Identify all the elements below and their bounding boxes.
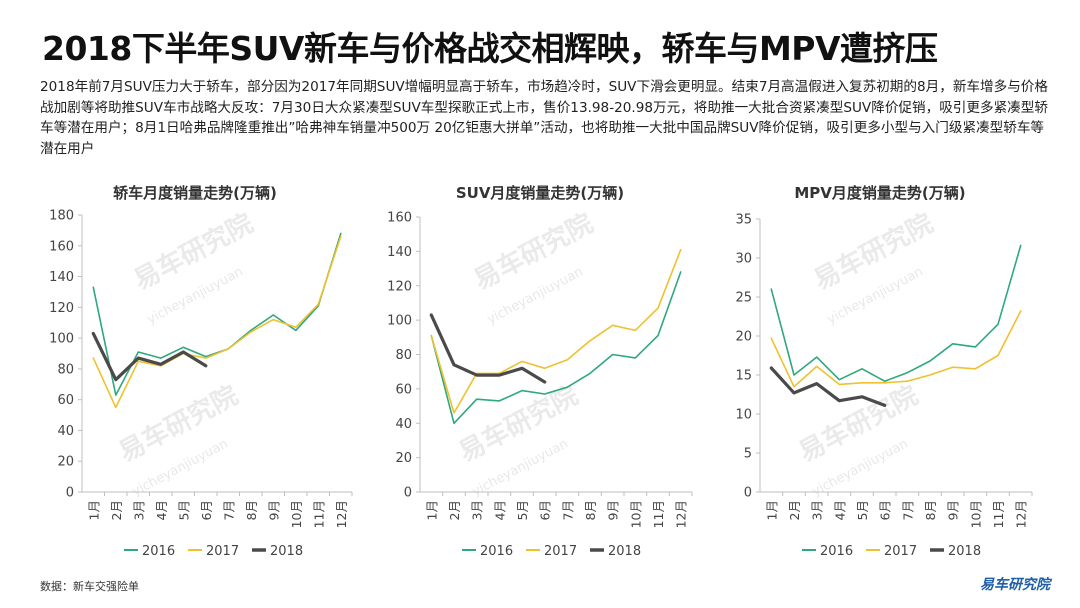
x-tick-label: 1月 [764,500,779,520]
x-tick-label: 8月 [244,500,259,520]
y-tick-label: 140 [49,270,74,285]
x-tick-label: 7月 [221,500,236,520]
y-tick-label: 20 [395,451,412,466]
legend-label-2018: 2018 [270,544,303,559]
data-source-note: 数据：新车交强险单 [40,580,139,593]
legend-label-2018: 2018 [608,544,641,559]
x-tick-label: 3月 [470,500,485,520]
x-tick-label: 11月 [991,500,1006,528]
y-tick-label: 100 [387,314,412,329]
mpv-sales-chart: MPV月度销量走势(万辆) 易车研究院 yicheyanjiuyuan 易车研究院 y… [710,182,1050,572]
x-tick-label: 3月 [131,500,146,520]
suv-chart-title: SUV月度销量走势(万辆) [455,184,625,202]
mpv-series-2016-line [770,244,1022,382]
y-tick-label: 40 [395,417,412,432]
x-tick-label: 8月 [923,500,938,520]
mpv-chart-title: MPV月度销量走势(万辆) [794,184,966,202]
y-tick-label: 0 [66,486,74,501]
x-tick-label: 2月 [109,500,124,520]
x-tick-label: 9月 [946,500,961,520]
sedan-series-2017-line [92,235,342,409]
x-tick-label: 9月 [266,500,281,520]
x-tick-label: 2月 [447,500,462,520]
suv-series-2018-line [429,313,547,384]
x-tick-label: 2月 [787,500,802,520]
x-tick-label: 4月 [154,500,169,520]
x-tick-label: 10月 [968,500,983,528]
description-paragraph: 2018年前7月SUV压力大于轿车，部分因为2017年同期SUV增幅明显高于轿车… [40,79,1048,157]
y-tick-label: 80 [57,362,74,377]
x-tick-label: 11月 [311,500,326,528]
x-tick-label: 7月 [560,500,575,520]
mpv-series-2018-line [769,366,887,407]
yiche-logo: 易车研究院 [980,577,1050,593]
x-tick-label: 12月 [674,500,689,528]
legend-label-2016: 2016 [142,544,175,559]
sedan-series-2016-line [92,232,342,396]
legend-label-2017: 2017 [544,544,577,559]
y-tick-label: 25 [735,291,752,306]
y-tick-label: 0 [404,486,412,501]
y-tick-label: 10 [735,408,752,423]
mpv-series-2017-line [770,310,1022,388]
x-tick-label: 1月 [86,500,101,520]
y-tick-label: 20 [57,455,74,470]
x-tick-label: 9月 [606,500,621,520]
suv-sales-chart: SUV月度销量走势(万辆) 易车研究院 yicheyanjiuyuan 易车研究院 y… [370,182,710,572]
x-tick-label: 5月 [515,500,530,520]
x-tick-label: 6月 [199,500,214,520]
x-tick-label: 12月 [1014,500,1029,528]
x-tick-label: 7月 [900,500,915,520]
x-tick-label: 6月 [538,500,553,520]
watermark-text: 易车研究院 [114,380,243,468]
sedan-chart-title: 轿车月度销量走势(万辆) [113,184,277,202]
legend-label-2018: 2018 [948,544,981,559]
y-tick-label: 120 [387,279,412,294]
sedan-sales-chart: 轿车月度销量走势(万辆) 易车研究院 yicheyanjiuyuan 易车研究院 yi… [30,182,360,572]
y-tick-label: 180 [49,209,74,224]
watermark-text: 易车研究院 [809,208,938,296]
y-tick-label: 0 [744,486,752,501]
x-tick-label: 4月 [832,500,847,520]
y-tick-label: 60 [57,393,74,408]
suv-chart-svg: 易车研究院yicheyanjiuyuan易车研究院yicheyanjiuyuan… [387,208,693,559]
x-tick-label: 5月 [855,500,870,520]
y-tick-label: 15 [735,369,752,384]
sedan-series-2018-line [91,331,208,382]
y-tick-label: 20 [735,330,752,345]
x-tick-label: 10月 [628,500,643,528]
y-tick-label: 100 [49,332,74,347]
legend-label-2016: 2016 [820,544,853,559]
mpv-chart-svg: 易车研究院yicheyanjiuyuan易车研究院yicheyanjiuyuan… [735,208,1033,559]
legend-label-2017: 2017 [206,544,239,559]
y-tick-label: 30 [735,252,752,267]
y-tick-label: 60 [395,382,412,397]
x-tick-label: 11月 [651,500,666,528]
sedan-chart-svg: 易车研究院yicheyanjiuyuan易车研究院yicheyanjiuyuan… [49,208,353,559]
x-tick-label: 12月 [334,500,349,528]
x-tick-label: 6月 [878,500,893,520]
x-tick-label: 8月 [583,500,598,520]
x-tick-label: 10月 [289,500,304,528]
x-tick-label: 3月 [810,500,825,520]
y-tick-label: 5 [744,447,752,462]
y-tick-label: 140 [387,245,412,260]
y-tick-label: 160 [387,211,412,226]
suv-series-2016-line [430,271,682,425]
x-tick-label: 5月 [176,500,191,520]
legend-label-2016: 2016 [480,544,513,559]
y-tick-label: 160 [49,239,74,254]
watermark-text: 易车研究院 [469,208,598,296]
watermark-text: 易车研究院 [794,380,923,468]
legend-label-2017: 2017 [884,544,917,559]
suv-series-2017-line [430,248,682,414]
y-tick-label: 120 [49,301,74,316]
x-tick-label: 4月 [492,500,507,520]
y-tick-label: 40 [57,424,74,439]
y-tick-label: 35 [735,213,752,228]
y-tick-label: 80 [395,348,412,363]
page-title: 2018下半年SUV新车与价格战交相辉映，轿车与MPV遭挤压 [42,29,938,68]
watermark-text: 易车研究院 [129,208,258,296]
x-tick-label: 1月 [424,500,439,520]
